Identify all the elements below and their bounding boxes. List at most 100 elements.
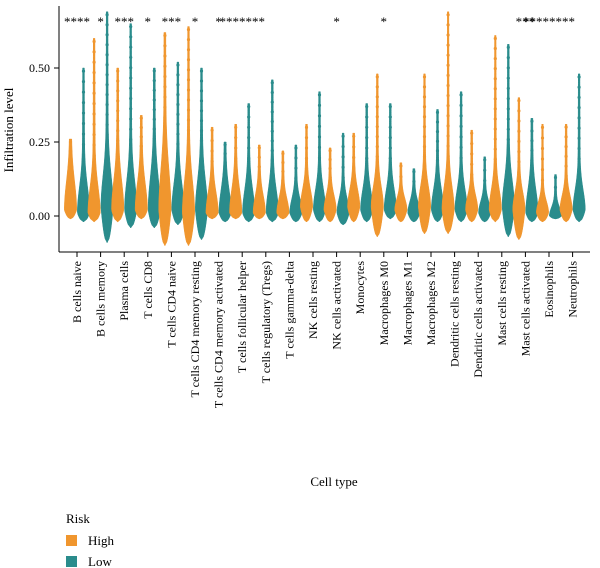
x-tick-label: Macrophages M0: [377, 261, 391, 345]
outlier-point: [92, 164, 96, 168]
outlier-point: [388, 167, 392, 171]
outlier-point: [223, 178, 227, 183]
outlier-point: [435, 178, 440, 182]
outlier-point: [317, 93, 322, 97]
axes: 0.00 0.25 0.50 B cells naive B cells memory P…: [29, 6, 590, 408]
y-tick-label: 0.25: [29, 135, 50, 149]
outlier-point: [375, 75, 379, 79]
outlier-point: [81, 174, 86, 178]
outlier-point: [92, 153, 96, 157]
outlier-point: [92, 91, 96, 95]
outlier-point: [375, 164, 379, 169]
outlier-point: [540, 157, 545, 161]
outlier-point: [399, 185, 403, 190]
outlier-point: [176, 132, 180, 136]
outlier-point: [186, 88, 191, 92]
outlier-point: [304, 136, 309, 140]
outlier-point: [270, 139, 274, 143]
outlier-point: [352, 177, 356, 181]
violin-body: [134, 115, 148, 220]
significance-label: *: [97, 14, 104, 29]
outlier-point: [210, 128, 214, 132]
outlier-point: [446, 164, 450, 168]
violin-body: [383, 103, 397, 220]
legend-label-low: Low: [88, 554, 112, 568]
outlier-point: [199, 119, 204, 123]
outlier-point: [493, 87, 497, 91]
outlier-point: [341, 134, 345, 138]
outlier-point: [517, 160, 521, 164]
outlier-point: [152, 108, 156, 112]
outlier-point: [577, 95, 581, 100]
outlier-point: [317, 177, 322, 181]
outlier-point: [163, 126, 167, 130]
outlier-point: [470, 152, 474, 156]
outlier-point: [270, 148, 274, 153]
outlier-point: [530, 168, 534, 172]
x-tick-label: T cells follicular helper: [235, 261, 249, 373]
outlier-point: [412, 189, 416, 193]
x-tick-label: Monocytes: [353, 261, 367, 315]
violin-low: [218, 141, 232, 223]
violin-low: [549, 174, 562, 220]
outlier-point: [493, 56, 497, 61]
outlier-point: [92, 133, 96, 137]
violin-high: [488, 35, 502, 223]
outlier-point: [304, 177, 309, 181]
outlier-point: [105, 63, 109, 67]
outlier-point: [553, 195, 558, 199]
outlier-point: [493, 46, 497, 51]
violin-body: [182, 26, 195, 247]
outlier-point: [270, 90, 274, 95]
outlier-point: [294, 156, 298, 160]
outlier-point: [139, 125, 143, 130]
outlier-point: [139, 163, 143, 167]
outlier-point: [459, 177, 463, 181]
outlier-point: [199, 168, 204, 173]
outlier-point: [186, 108, 191, 112]
outlier-point: [577, 177, 581, 181]
outlier-point: [186, 168, 191, 173]
outlier-point: [483, 158, 487, 162]
significance-label: *: [192, 14, 199, 29]
outlier-point: [139, 135, 143, 139]
y-axis-title: Infiltration level: [1, 87, 16, 172]
outlier-point: [470, 183, 474, 187]
significance-label: ****: [64, 14, 90, 29]
outlier-point: [68, 149, 73, 154]
outlier-point: [435, 139, 440, 143]
outlier-point: [435, 149, 440, 153]
violin-high: [441, 11, 455, 235]
outlier-point: [446, 93, 450, 98]
outlier-point: [234, 167, 238, 171]
outlier-point: [422, 85, 427, 89]
legend: Risk High Low: [66, 511, 115, 568]
outlier-point: [294, 186, 298, 190]
outlier-point: [210, 149, 214, 153]
outlier-point: [506, 137, 510, 142]
outlier-point: [210, 159, 214, 163]
outlier-point: [81, 142, 86, 147]
outlier-point: [186, 128, 191, 132]
outlier-point: [564, 135, 568, 139]
outlier-point: [92, 174, 96, 178]
outlier-point: [105, 123, 109, 127]
outlier-point: [577, 157, 581, 161]
outlier-point: [129, 168, 133, 172]
x-tick-label: T cells regulatory (Tregs): [259, 261, 273, 383]
outlier-point: [577, 167, 581, 171]
violin-body: [289, 144, 303, 223]
outlier-point: [375, 154, 379, 159]
outlier-point: [186, 138, 191, 142]
outlier-point: [530, 119, 534, 123]
outlier-point: [446, 13, 450, 17]
violin-low: [501, 44, 515, 238]
outlier-point: [281, 169, 285, 174]
outlier-point: [483, 168, 487, 172]
outlier-point: [186, 68, 191, 72]
outlier-point: [317, 156, 322, 160]
outlier-point: [176, 112, 180, 116]
outlier-point: [270, 129, 274, 133]
outlier-point: [163, 64, 167, 68]
outlier-point: [446, 104, 450, 108]
